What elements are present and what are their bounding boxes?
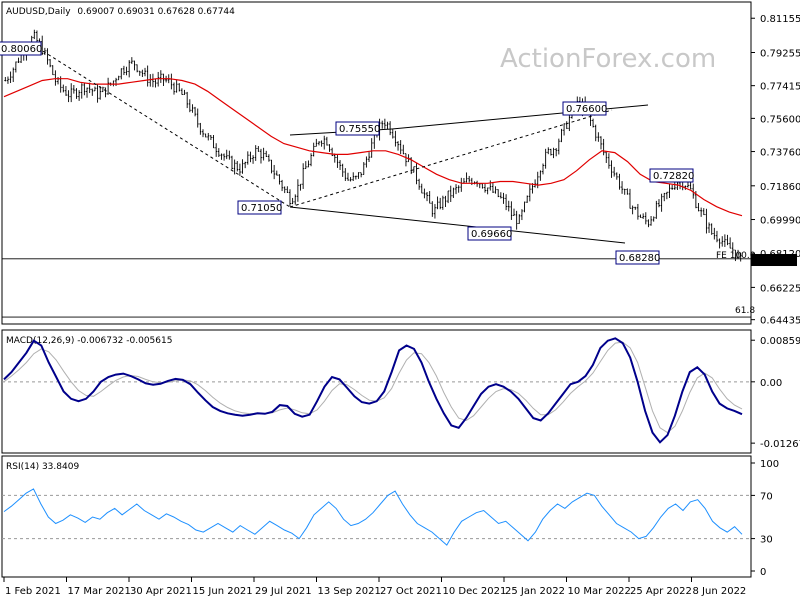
annotation-label: 0.69660 [471,229,512,240]
price-title: AUDUSD,Daily 0.69007 0.69031 0.67628 0.6… [6,7,235,17]
x-tick-label: 17 Mar 2021 [68,586,131,597]
price-y-tick-label: 0.69990 [760,216,800,227]
current-price-label: 0.67744 [755,256,796,267]
x-tick-label: 1 Feb 2021 [5,586,61,597]
annotation-box [615,250,660,265]
x-tick-label: 10 Mar 2022 [568,586,631,597]
rsi-y-tick-label: 0 [760,567,766,578]
price-y-tick-label: 0.73760 [760,148,800,159]
price-panel [1,1,752,325]
annotation-box [562,101,607,116]
macd-signal-line [3,341,743,434]
annotation-box [335,121,380,136]
rsi-panel [1,455,752,578]
x-tick-label: 30 Apr 2021 [130,586,192,597]
rsi-line [3,488,743,546]
x-tick-label: 29 Jul 2021 [255,586,312,597]
rsi-y-axis: 100 70 30 0 [2,459,779,578]
macd-y-tick-label: 0.008596 [760,336,800,347]
macd-panel [1,329,752,454]
macd-title: MACD(12,26,9) -0.006732 -0.005615 [6,336,172,346]
fib-61-8-label: 61.8 [735,306,755,316]
macd-y-tick-label: -0.01267 [760,439,800,450]
watermark: ActionForex.com [500,44,716,74]
moving-average-line [3,78,743,217]
x-tick-label: 25 Apr 2022 [630,586,692,597]
macd-y-tick-label: 0.00 [760,378,782,389]
x-tick-label: 10 Dec 2021 [443,586,507,597]
annotation-box [467,226,512,241]
annotation-label: 0.75550 [339,124,380,135]
current-price-box [751,254,797,267]
x-tick-label: 27 Oct 2021 [380,586,442,597]
price-y-tick-label: 0.81155 [760,14,800,25]
rsi-title: RSI(14) 33.8409 [6,462,79,472]
annotation-label: 0.71050 [241,203,282,214]
trendline [289,109,613,208]
x-tick-label: 25 Jan 2022 [505,586,565,597]
price-y-tick-label: 0.75600 [760,114,800,125]
symbol-label: AUDUSD,Daily [6,7,71,17]
macd-y-axis: 0.008596 0.00 -0.01267 [2,336,800,450]
price-annotations: 0.80060 0.75550 0.71050 0.76600 0.69660 0.728… [0,41,694,265]
annotation-box [649,168,694,183]
x-tick-label: 8 Jun 2022 [693,586,747,597]
annotation-box [237,200,282,215]
rsi-y-tick-label: 30 [760,535,773,546]
annotation-label: 0.80060 [1,44,42,55]
ohlc-values: 0.69007 0.69031 0.67628 0.67744 [77,7,235,17]
x-axis: 1 Feb 2021 17 Mar 2021 30 Apr 2021 15 Jun 2… [3,577,747,597]
fe-100-label: FE 100.0 [716,251,756,261]
trendline [37,47,291,208]
annotation-label: 0.72820 [653,171,694,182]
price-y-tick-label: 0.71860 [760,182,800,193]
annotation-label: 0.76600 [566,104,607,115]
price-y-tick-label: 0.66225 [760,283,800,294]
annotation-label: 0.68280 [619,253,660,264]
price-y-tick-label: 0.79255 [760,48,800,59]
rsi-y-tick-label: 70 [760,491,773,502]
price-y-tick-label: 0.64435 [760,316,800,327]
price-y-tick-label: 0.77415 [760,82,800,93]
macd-main-line [3,337,743,444]
annotation-box [0,41,42,56]
rsi-y-tick-label: 100 [760,459,779,470]
trendline [289,206,626,244]
x-tick-label: 13 Sep 2021 [318,586,381,597]
x-tick-label: 15 Jun 2021 [193,586,253,597]
price-y-axis: 0.81155 0.79255 0.77415 0.75600 0.73760 0.718… [751,14,800,327]
